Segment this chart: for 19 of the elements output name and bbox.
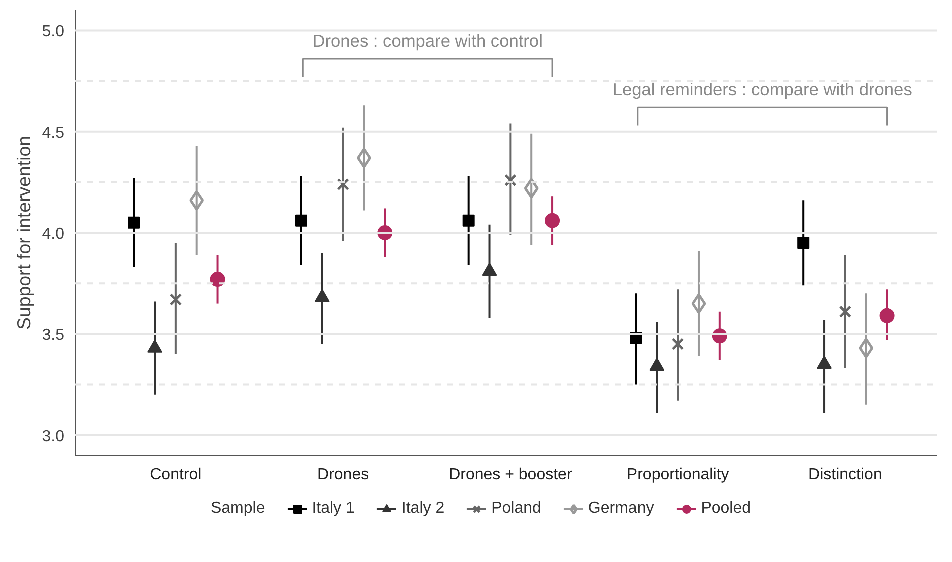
legend-title: Sample [210,500,266,518]
annotation: Drones : compare with control [312,30,543,51]
y-tick-label: 4.5 [42,124,65,142]
x-tick-label: Proportionality [626,466,730,484]
legend-label: Italy 1 [312,500,355,518]
legend-label: Italy 2 [402,500,445,518]
y-tick-label: 4.0 [42,226,65,243]
y-tick-label: 3.5 [42,327,65,344]
y-tick-label: 5.0 [42,24,65,41]
legend-label: Germany [588,500,654,518]
x-tick-label: Drones [318,466,370,484]
legend-label: Pooled [701,500,752,518]
x-tick-label: Distinction [808,466,882,484]
annotation: Legal reminders : compare with drones [612,80,913,100]
legend-label: Poland [492,500,542,518]
x-tick-label: Control [150,466,202,484]
x-tick-label: Drones + booster [449,466,573,484]
y-tick-label: 3.0 [42,428,65,446]
y-axis-title: Support for intervention [13,136,34,330]
